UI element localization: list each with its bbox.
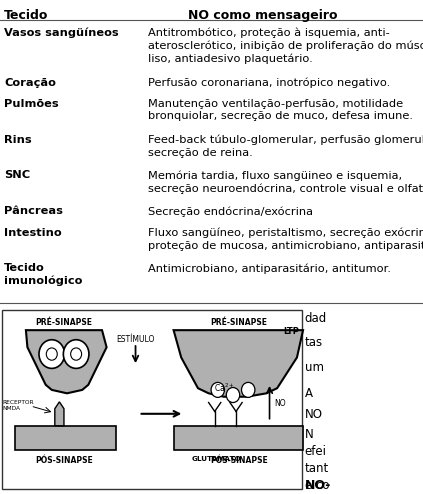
Text: Vasos sangüíneos: Vasos sangüíneos (4, 28, 119, 38)
Text: Pulmões: Pulmões (4, 99, 59, 109)
Text: RECEPTOR
NMDA: RECEPTOR NMDA (3, 400, 34, 411)
Text: NO-: NO- (305, 479, 331, 492)
Text: NO: NO (305, 408, 323, 421)
Text: um: um (305, 361, 324, 374)
Circle shape (226, 387, 240, 403)
Text: e co: e co (305, 479, 329, 492)
Polygon shape (173, 426, 303, 450)
Text: PRÉ-SINAPSE: PRÉ-SINAPSE (211, 318, 268, 327)
Text: Tecido: Tecido (4, 9, 49, 22)
Text: SNC: SNC (4, 170, 30, 180)
Circle shape (211, 382, 225, 397)
Text: Rins: Rins (4, 135, 32, 145)
Circle shape (39, 340, 65, 369)
Polygon shape (26, 330, 107, 393)
Text: Antitrombótico, proteção à isquemia, anti-
aterosclerótico, inibição de prolifer: Antitrombótico, proteção à isquemia, ant… (148, 28, 423, 64)
Text: PÓS-SINAPSE: PÓS-SINAPSE (35, 456, 93, 465)
Text: Pâncreas: Pâncreas (4, 206, 63, 216)
Text: NO: NO (275, 399, 286, 408)
Text: LTP: LTP (283, 328, 299, 336)
Text: Feed-back túbulo-glomerular, perfusão glomerular,
secreção de reina.: Feed-back túbulo-glomerular, perfusão gl… (148, 135, 423, 158)
Text: Manutenção ventilação-perfusão, motilidade
bronquiolar, secreção de muco, defesa: Manutenção ventilação-perfusão, motilida… (148, 99, 413, 122)
Polygon shape (15, 426, 116, 450)
Text: PÓS-SINAPSE: PÓS-SINAPSE (210, 456, 268, 465)
Text: A: A (305, 387, 313, 400)
Text: N: N (305, 428, 313, 441)
Text: Secreção endócrina/exócrina: Secreção endócrina/exócrina (148, 206, 313, 217)
Text: Ca$^{2+}$: Ca$^{2+}$ (214, 382, 234, 394)
Text: GLUTAMATO: GLUTAMATO (191, 456, 241, 462)
Text: Memória tardia, fluxo sangüineo e isquemia,
secreção neuroendócrina, controle vi: Memória tardia, fluxo sangüineo e isquem… (148, 170, 423, 194)
Text: Coração: Coração (4, 78, 56, 87)
Text: Tecido
imunológico: Tecido imunológico (4, 263, 82, 287)
Text: Perfusão coronariana, inotrópico negativo.: Perfusão coronariana, inotrópico negativ… (148, 78, 390, 88)
Text: Intestino: Intestino (4, 228, 62, 238)
Circle shape (63, 340, 89, 369)
Text: Fluxo sangüíneo, peristaltismo, secreção exócrina,
proteção de mucosa, antimicro: Fluxo sangüíneo, peristaltismo, secreção… (148, 228, 423, 251)
Text: Antimicrobiano, antiparasitário, antitumor.: Antimicrobiano, antiparasitário, antitum… (148, 263, 391, 274)
Text: NO como mensageiro: NO como mensageiro (187, 9, 337, 22)
Text: tant: tant (305, 462, 329, 475)
Polygon shape (55, 402, 64, 426)
Text: tas: tas (305, 336, 323, 349)
Circle shape (242, 382, 255, 397)
Text: PRÉ-SINAPSE: PRÉ-SINAPSE (36, 318, 93, 327)
Polygon shape (173, 330, 303, 397)
Text: ESTÍMULO: ESTÍMULO (116, 335, 155, 344)
Text: dad: dad (305, 312, 327, 325)
Text: efei: efei (305, 445, 327, 458)
FancyBboxPatch shape (2, 310, 302, 489)
